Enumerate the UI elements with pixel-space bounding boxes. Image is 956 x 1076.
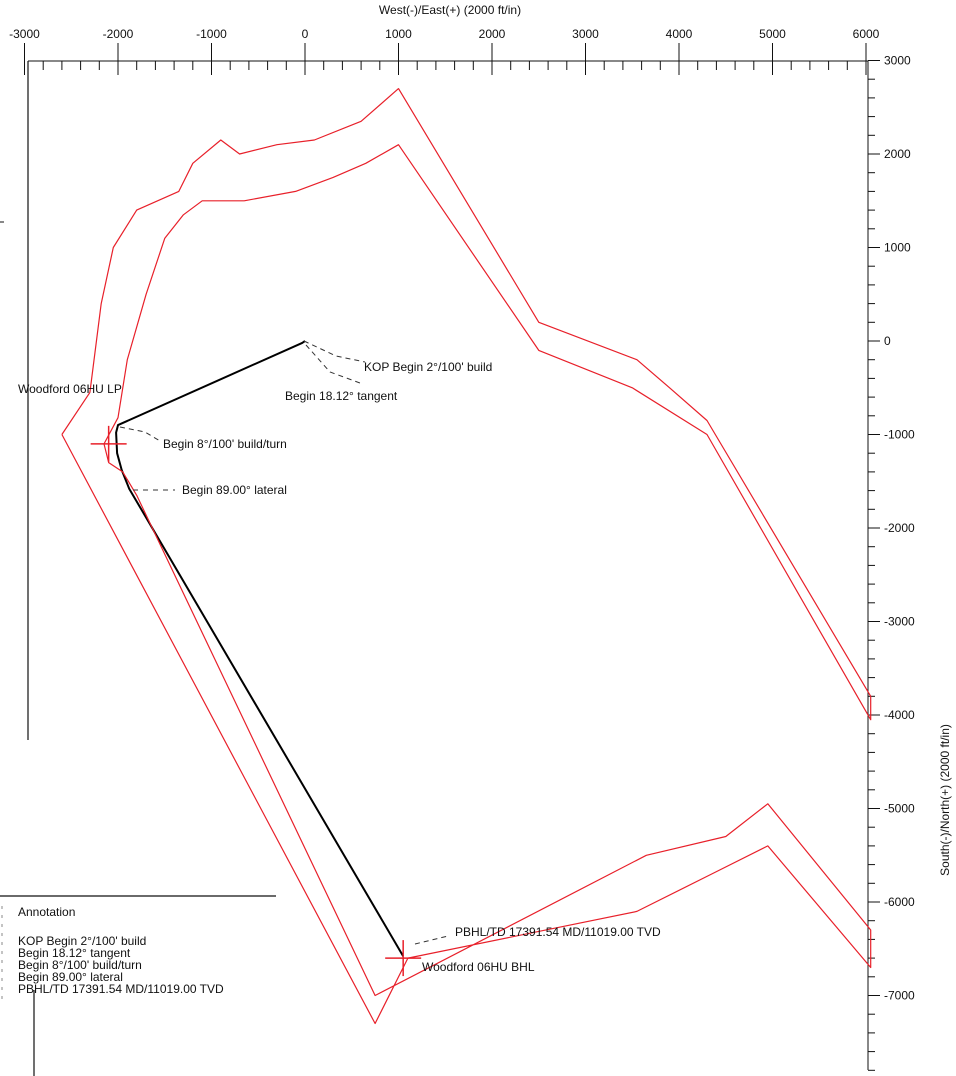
lateral-label: Begin 89.00° lateral bbox=[182, 483, 287, 497]
x-axis-title: West(-)/East(+) (2000 ft/in) bbox=[379, 3, 521, 17]
x-tick-label: 2000 bbox=[479, 27, 506, 41]
y-axis-title: South(-)/North(+) (2000 ft/in) bbox=[938, 724, 952, 876]
y-tick-label: -7000 bbox=[884, 989, 915, 1003]
wellpath-line bbox=[115, 340, 405, 957]
y-tick-label: -3000 bbox=[884, 615, 915, 629]
annotation-legend: Annotation KOP Begin 2°/100' build Begin… bbox=[0, 895, 276, 1002]
tangent-label: Begin 18.12° tangent bbox=[285, 389, 398, 403]
y-tick-label: 0 bbox=[884, 334, 891, 348]
y-tick-label: 1000 bbox=[884, 241, 911, 255]
series-layer bbox=[61, 87, 872, 1025]
kop-leader-line bbox=[303, 340, 366, 363]
build-turn-leader-line bbox=[119, 426, 161, 442]
lp-label: Woodford 06HU LP bbox=[18, 382, 122, 396]
x-tick-label: 5000 bbox=[759, 27, 786, 41]
y-tick-label: 3000 bbox=[884, 54, 911, 68]
legend-header: Annotation bbox=[18, 905, 75, 919]
y-tick-label: -5000 bbox=[884, 802, 915, 816]
y-tick-label: -4000 bbox=[884, 708, 915, 722]
annotation-layer: KOP Begin 2°/100' build Begin 18.12° tan… bbox=[18, 340, 661, 974]
legend-item-kop: KOP Begin 2°/100' build bbox=[18, 934, 146, 948]
x-axis-ticks: -3000 -2000 -1000 0 1000 2000 3000 4000 5000 6000 bbox=[9, 27, 880, 75]
x-tick-label: 3000 bbox=[572, 27, 599, 41]
legend-item-lateral: Begin 89.00° lateral bbox=[18, 970, 123, 984]
x-tick-label: 6000 bbox=[853, 27, 880, 41]
pbhl-label: PBHL/TD 17391.54 MD/11019.00 TVD bbox=[455, 925, 661, 939]
y-axis-ticks: 3000 2000 1000 0 -1000 -2000 -3000 -4000 -5000 -6… bbox=[868, 54, 915, 1071]
y-tick-label: -6000 bbox=[884, 895, 915, 909]
y-tick-label: 2000 bbox=[884, 147, 911, 161]
build-turn-label: Begin 8°/100' build/turn bbox=[163, 437, 287, 451]
x-tick-label: 1000 bbox=[385, 27, 412, 41]
y-tick-label: -1000 bbox=[884, 428, 915, 442]
bhl-label: Woodford 06HU BHL bbox=[422, 960, 535, 974]
x-tick-label: -2000 bbox=[103, 27, 134, 41]
tangent-leader-line bbox=[305, 344, 361, 384]
x-tick-label: -1000 bbox=[196, 27, 227, 41]
legend-item-build-turn: Begin 8°/100' build/turn bbox=[18, 958, 142, 972]
kop-label: KOP Begin 2°/100' build bbox=[364, 360, 492, 374]
lease-boundary-line bbox=[61, 87, 872, 1025]
legend-item-tangent: Begin 18.12° tangent bbox=[18, 946, 131, 960]
legend-item-pbhl: PBHL/TD 17391.54 MD/11019.00 TVD bbox=[18, 982, 224, 996]
x-tick-label: 4000 bbox=[666, 27, 693, 41]
x-tick-label: -3000 bbox=[9, 27, 40, 41]
pbhl-leader-line bbox=[414, 935, 449, 945]
y-tick-label: -2000 bbox=[884, 521, 915, 535]
x-tick-label: 0 bbox=[302, 27, 309, 41]
marker-layer bbox=[90, 425, 422, 977]
